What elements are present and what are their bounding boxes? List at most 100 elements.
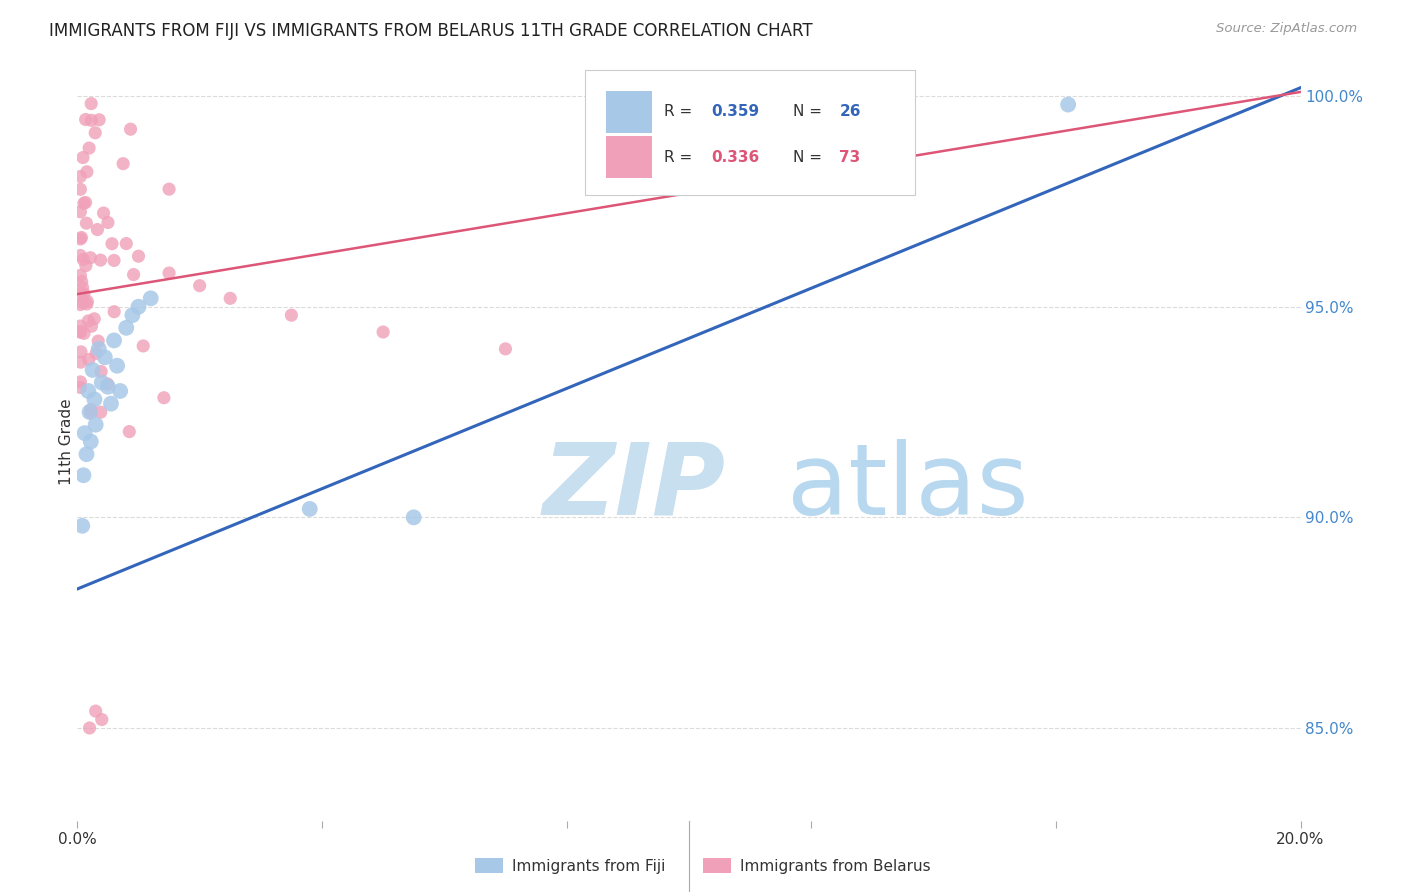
Text: IMMIGRANTS FROM FIJI VS IMMIGRANTS FROM BELARUS 11TH GRADE CORRELATION CHART: IMMIGRANTS FROM FIJI VS IMMIGRANTS FROM …: [49, 22, 813, 40]
Point: [69, 286, 91, 301]
Point: [90, 713, 112, 727]
Point: [97, 215, 120, 229]
Point: [80, 113, 103, 128]
Point: [76, 297, 98, 311]
Point: [83, 311, 105, 326]
Point: [76, 447, 98, 461]
Point: [90, 253, 112, 268]
Point: [86, 222, 108, 236]
Point: [115, 320, 138, 334]
Point: [90, 376, 112, 390]
Point: [188, 278, 211, 293]
Point: [84, 417, 107, 432]
Point: [87, 342, 110, 356]
Text: N =: N =: [793, 104, 827, 120]
Point: [157, 182, 180, 196]
Point: [108, 384, 131, 398]
FancyBboxPatch shape: [606, 91, 652, 133]
Point: [69, 375, 91, 389]
Point: [69, 248, 91, 262]
Point: [72, 468, 94, 483]
Point: [77, 384, 100, 398]
Point: [100, 396, 122, 410]
Point: [72, 252, 94, 267]
Text: 73: 73: [839, 150, 860, 165]
Text: R =: R =: [665, 104, 697, 120]
Point: [1057, 97, 1080, 112]
Point: [73, 286, 96, 301]
Text: ZIP: ZIP: [543, 439, 725, 535]
Text: 26: 26: [839, 104, 860, 120]
Point: [153, 391, 176, 405]
Point: [69, 232, 91, 246]
Point: [83, 392, 105, 407]
Point: [75, 195, 97, 210]
Point: [69, 325, 91, 339]
Point: [127, 300, 149, 314]
Point: [103, 304, 125, 318]
Point: [77, 314, 100, 328]
Point: [73, 326, 96, 341]
Legend: Immigrants from Fiji, Immigrants from Belarus: Immigrants from Fiji, Immigrants from Be…: [470, 852, 936, 880]
Point: [69, 380, 91, 394]
Point: [103, 334, 125, 348]
Point: [70, 275, 93, 289]
Point: [80, 434, 103, 449]
Point: [84, 346, 107, 360]
Point: [157, 266, 180, 280]
Point: [69, 318, 91, 333]
Point: [69, 355, 91, 369]
Point: [70, 518, 93, 533]
Point: [75, 216, 97, 230]
Point: [219, 291, 242, 305]
Point: [280, 308, 302, 322]
Point: [96, 376, 118, 391]
Point: [69, 182, 91, 196]
FancyBboxPatch shape: [606, 136, 652, 178]
Point: [84, 704, 107, 718]
Point: [69, 297, 91, 311]
Point: [73, 426, 96, 441]
Point: [112, 156, 135, 170]
Point: [79, 402, 101, 417]
Point: [79, 405, 101, 419]
Point: [77, 352, 100, 367]
Point: [97, 380, 120, 394]
FancyBboxPatch shape: [585, 70, 915, 195]
Point: [105, 359, 128, 373]
Point: [69, 268, 91, 283]
Point: [70, 230, 93, 244]
Point: [80, 319, 103, 334]
Text: N =: N =: [793, 150, 827, 165]
Point: [127, 249, 149, 263]
Point: [495, 342, 517, 356]
Point: [72, 295, 94, 310]
Point: [75, 112, 97, 127]
Point: [371, 325, 394, 339]
Y-axis label: 11th Grade: 11th Grade: [59, 398, 73, 485]
Point: [69, 169, 91, 184]
Point: [72, 280, 94, 294]
Point: [90, 365, 112, 379]
Point: [72, 151, 94, 165]
Point: [103, 253, 125, 268]
Point: [93, 206, 115, 220]
Point: [84, 126, 107, 140]
Point: [79, 721, 101, 735]
Point: [132, 339, 155, 353]
Text: 0.359: 0.359: [711, 104, 759, 120]
Point: [115, 236, 138, 251]
Text: Source: ZipAtlas.com: Source: ZipAtlas.com: [1216, 22, 1357, 36]
Point: [73, 196, 96, 211]
Point: [862, 93, 884, 107]
Point: [120, 122, 142, 136]
Point: [298, 502, 321, 516]
Point: [79, 251, 101, 265]
Point: [70, 344, 93, 359]
Point: [77, 141, 100, 155]
Point: [118, 425, 141, 439]
Text: atlas: atlas: [787, 439, 1028, 535]
Point: [76, 294, 98, 309]
Point: [87, 334, 110, 348]
Point: [94, 351, 117, 365]
